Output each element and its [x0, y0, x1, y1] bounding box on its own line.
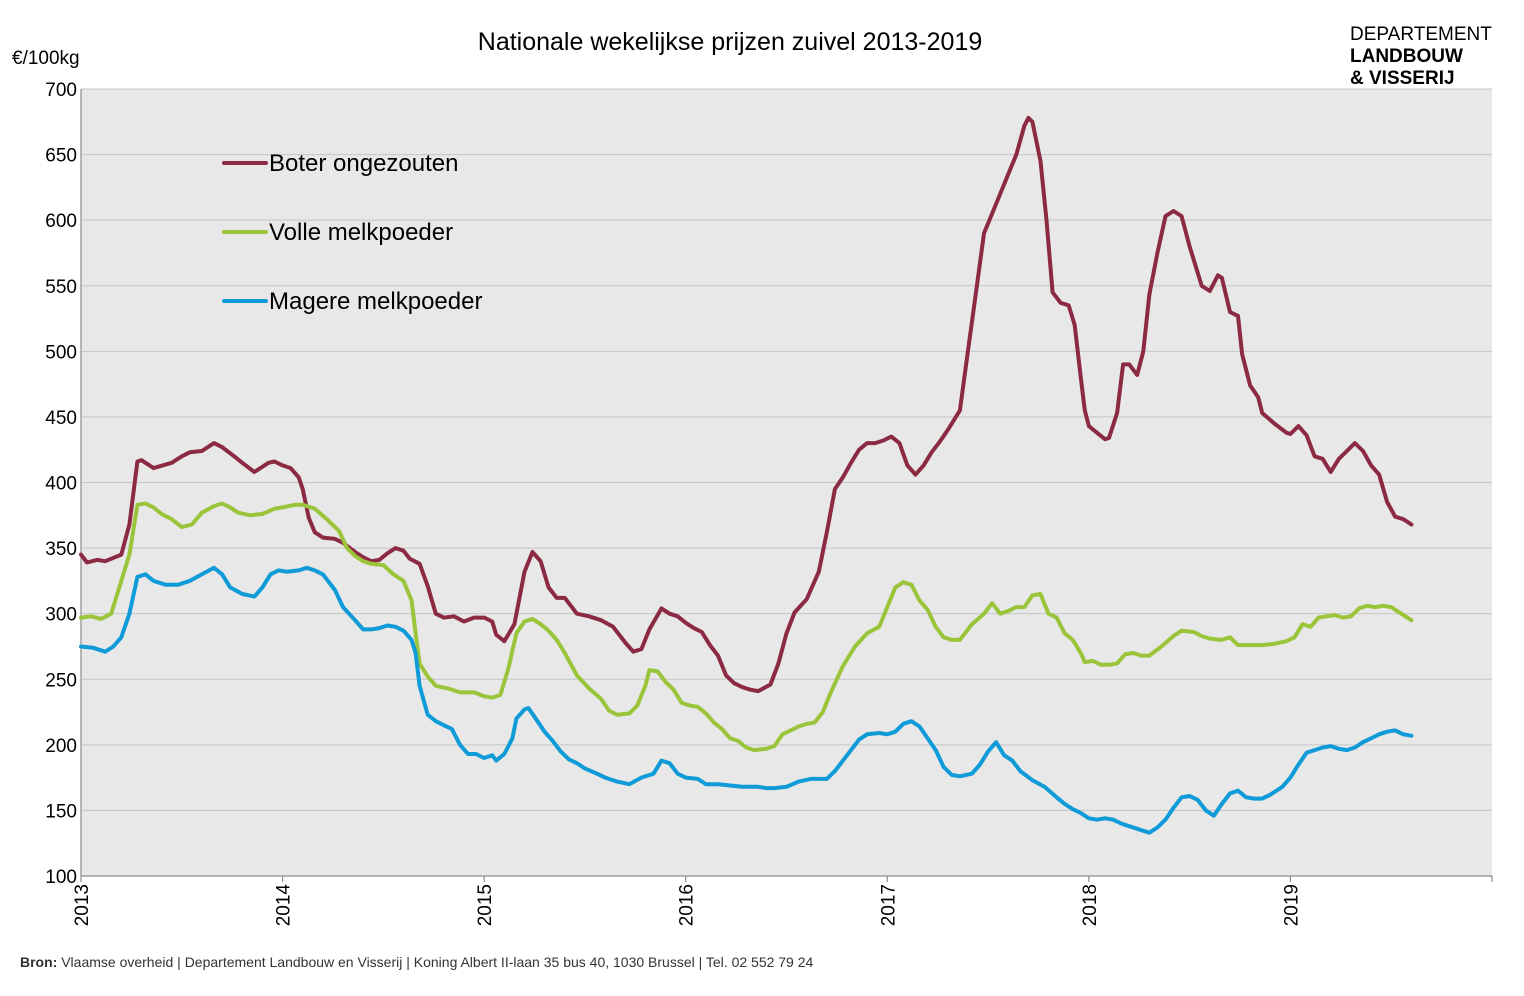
x-tick-label: 2019 — [1281, 884, 1302, 926]
logo-line-3: & VISSERIJ — [1350, 68, 1455, 89]
legend-label: Boter ongezouten — [269, 150, 458, 177]
x-tick-label: 2018 — [1080, 884, 1101, 926]
y-tick-label: 550 — [45, 277, 77, 298]
grid-lines — [81, 88, 1492, 811]
x-tick-label: 2013 — [72, 884, 93, 926]
x-tick-label: 2015 — [475, 884, 496, 926]
x-tick-label: 2017 — [878, 884, 899, 926]
source-label: Bron: — [20, 954, 58, 970]
y-tick-label: 350 — [45, 539, 77, 560]
source-footer: Bron: Vlaamse overheid | Departement Lan… — [20, 954, 813, 970]
y-tick-label: 150 — [45, 801, 77, 822]
y-tick-label: 500 — [45, 342, 77, 363]
source-text: Vlaamse overheid | Departement Landbouw … — [61, 954, 814, 970]
x-tick-label: 2014 — [274, 884, 295, 927]
y-tick-label: 650 — [45, 146, 77, 167]
series-line-magere-melkpoeder — [79, 565, 1414, 835]
y-tick-label: 450 — [45, 408, 77, 429]
x-tick-label: 2016 — [677, 884, 698, 926]
y-axis-label: €/100kg — [12, 48, 80, 69]
y-tick-label: 100 — [45, 867, 77, 888]
y-tick-label: 250 — [45, 670, 77, 691]
tick-labels: 100 150 200 250 300 350 400 450 500 550 600 650 700 2… — [45, 80, 1302, 926]
department-logo: DEPARTEMENT LANDBOUW & VISSERIJ — [1350, 24, 1492, 90]
legend: Boter ongezouten Volle melkpoeder Magere m… — [222, 150, 482, 315]
logo-line-2: LANDBOUW — [1350, 46, 1463, 67]
legend-label: Volle melkpoeder — [269, 219, 453, 246]
y-tick-label: 600 — [45, 211, 77, 232]
legend-label: Magere melkpoeder — [269, 288, 482, 315]
y-tick-label: 400 — [45, 474, 77, 495]
y-tick-label: 700 — [45, 80, 77, 101]
series-line-volle-melkpoeder — [79, 501, 1414, 753]
axes — [80, 89, 1493, 882]
y-tick-label: 300 — [45, 605, 77, 626]
y-tick-label: 200 — [45, 736, 77, 757]
series-lines — [79, 115, 1414, 835]
logo-line-1: DEPARTEMENT — [1350, 24, 1492, 45]
series-line-boter-ongezouten — [79, 115, 1414, 694]
chart-title: Nationale wekelijkse prijzen zuivel 2013… — [477, 28, 983, 56]
